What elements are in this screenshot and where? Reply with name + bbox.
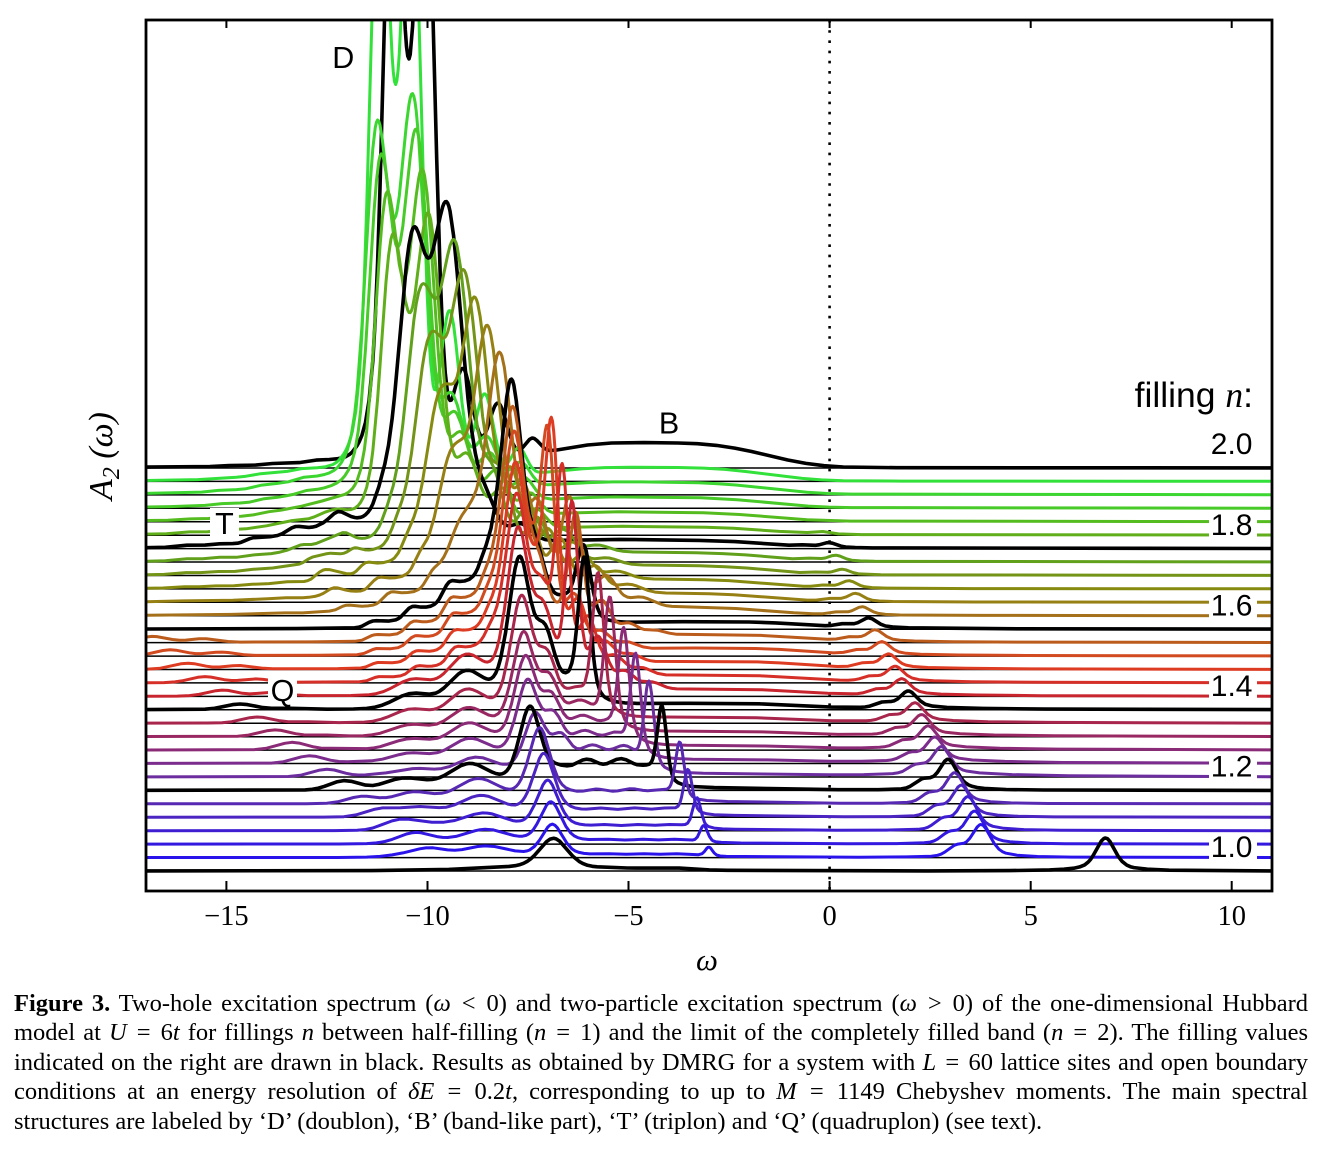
svg-text:1.6: 1.6 [1211, 589, 1253, 622]
svg-text:1.8: 1.8 [1211, 509, 1253, 542]
svg-text:Q: Q [271, 674, 295, 708]
svg-text:filling n:: filling n: [1135, 375, 1253, 415]
svg-text:ω: ω [696, 942, 718, 977]
svg-text:1.0: 1.0 [1211, 831, 1253, 864]
svg-text:1.2: 1.2 [1211, 751, 1253, 784]
svg-text:−10: −10 [405, 901, 450, 932]
svg-text:10: 10 [1217, 901, 1246, 932]
svg-text:5: 5 [1024, 901, 1038, 932]
svg-text:−15: −15 [204, 901, 249, 932]
svg-text:1.4: 1.4 [1211, 670, 1253, 703]
svg-text:D: D [332, 41, 354, 75]
svg-text:T: T [215, 507, 234, 541]
svg-text:−5: −5 [613, 901, 643, 932]
svg-text:A2 (ω): A2 (ω) [83, 412, 125, 502]
svg-text:0: 0 [822, 901, 836, 932]
svg-text:B: B [659, 407, 679, 441]
svg-text:2.0: 2.0 [1211, 428, 1253, 461]
